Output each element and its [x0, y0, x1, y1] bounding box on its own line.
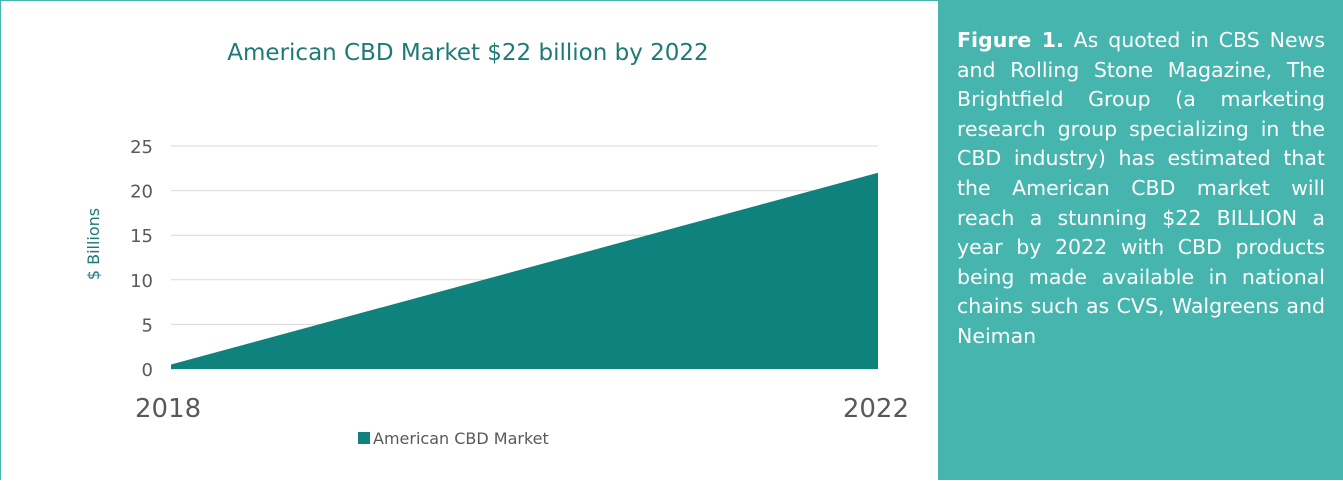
y-tick-label: 5: [142, 315, 153, 336]
x-tick-label: 2018: [135, 394, 201, 424]
y-tick-label: 0: [142, 360, 153, 381]
legend-label: American CBD Market: [373, 429, 549, 448]
figure-caption: Figure 1. As quoted in CBS News and Roll…: [957, 26, 1325, 352]
series-area: [171, 172, 878, 369]
chart-title: American CBD Market $22 billion by 2022: [227, 40, 708, 66]
chart-panel: American CBD Market $22 billion by 2022 …: [0, 0, 939, 480]
x-tick-label: 2022: [843, 394, 909, 424]
y-axis-ticks: 0 5 10 15 20 25: [130, 137, 153, 381]
y-tick-label: 25: [130, 137, 153, 158]
caption-label: Figure 1.: [957, 28, 1064, 52]
y-axis-label: $ Billions: [84, 208, 103, 280]
y-tick-label: 20: [130, 182, 153, 203]
legend-swatch: [358, 432, 370, 444]
area-chart: American CBD Market $22 billion by 2022 …: [84, 40, 909, 448]
y-tick-label: 10: [130, 271, 153, 292]
caption-body: As quoted in CBS News and Rolling Stone …: [957, 28, 1325, 348]
y-tick-label: 15: [130, 226, 153, 247]
caption-panel: Figure 1. As quoted in CBS News and Roll…: [939, 0, 1343, 480]
legend: American CBD Market: [358, 429, 549, 448]
x-axis-ticks: 2018 2022: [135, 394, 909, 424]
series-area-0: [171, 172, 878, 369]
